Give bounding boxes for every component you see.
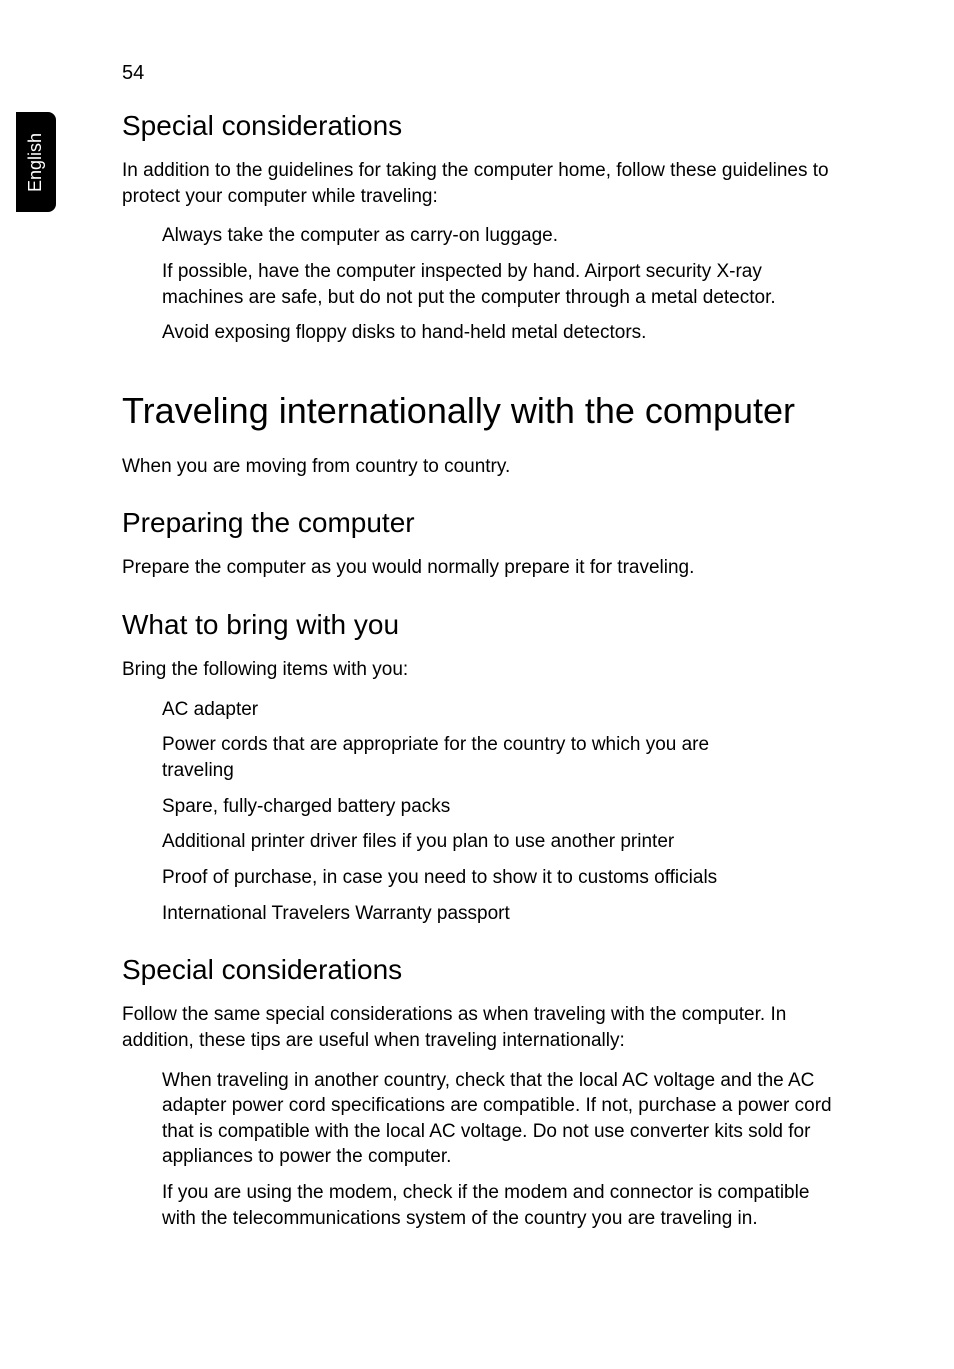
list-item: If possible, have the computer inspected… [162,259,842,310]
bullet-list: AC adapter Power cords that are appropri… [122,697,842,926]
list-item: If you are using the modem, check if the… [162,1180,842,1231]
heading-traveling-internationally: Traveling internationally with the compu… [122,390,842,432]
paragraph: When you are moving from country to coun… [122,454,842,480]
list-item: Proof of purchase, in case you need to s… [162,865,842,891]
heading-what-to-bring: What to bring with you [122,609,842,641]
bullet-list: Always take the computer as carry-on lug… [122,223,842,346]
list-item: Power cords that are appropriate for the… [162,732,842,783]
paragraph: Bring the following items with you: [122,657,842,683]
heading-special-considerations-2: Special considerations [122,954,842,986]
page-content: Special considerations In addition to th… [122,110,842,1241]
heading-special-considerations-1: Special considerations [122,110,842,142]
list-item: Avoid exposing floppy disks to hand-held… [162,320,842,346]
language-tab-label: English [26,132,47,191]
list-item: When traveling in another country, check… [162,1068,842,1171]
language-tab: English [16,112,56,212]
list-item: International Travelers Warranty passpor… [162,901,842,927]
paragraph: Follow the same special considerations a… [122,1002,842,1053]
paragraph: In addition to the guidelines for taking… [122,158,842,209]
list-item: Additional printer driver files if you p… [162,829,842,855]
list-item: Spare, fully-charged battery packs [162,794,842,820]
list-item: Always take the computer as carry-on lug… [162,223,842,249]
bullet-list: When traveling in another country, check… [122,1068,842,1232]
heading-preparing-computer: Preparing the computer [122,507,842,539]
list-item: AC adapter [162,697,842,723]
page-number: 54 [122,62,144,85]
paragraph: Prepare the computer as you would normal… [122,555,842,581]
